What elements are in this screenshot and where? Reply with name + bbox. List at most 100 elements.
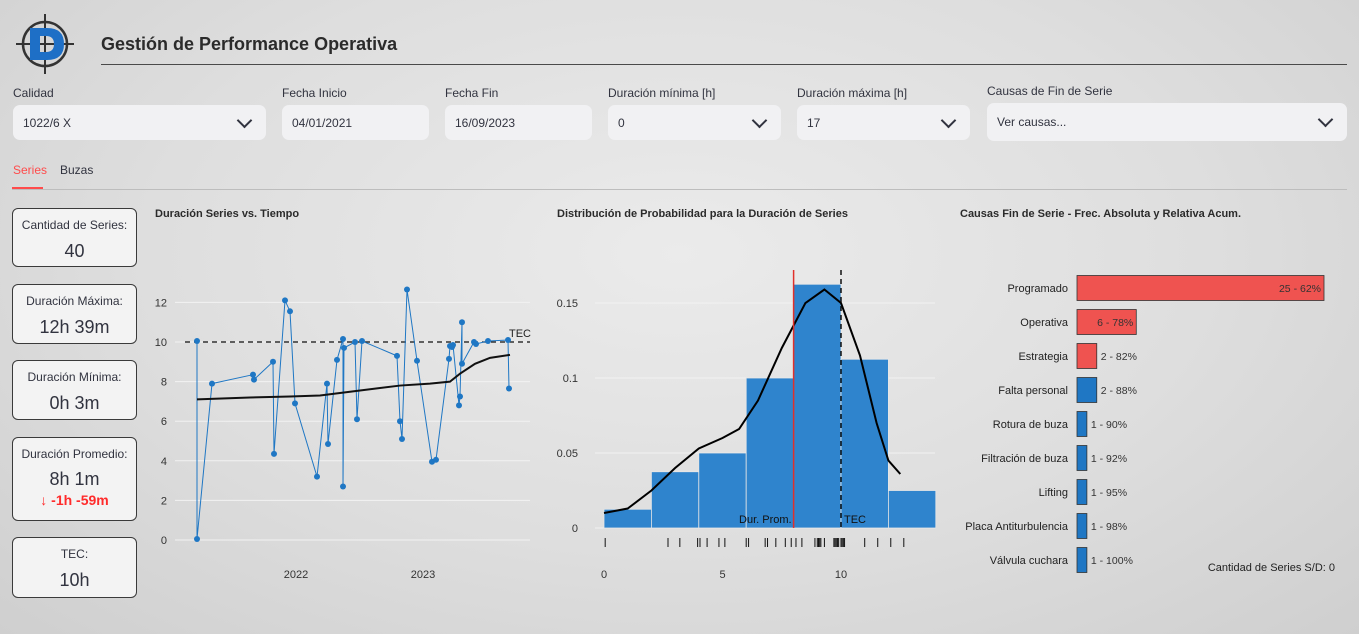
metric-value: 10h <box>59 570 90 590</box>
data-point <box>250 371 256 378</box>
y-tick-label: 0.05 <box>557 448 578 460</box>
metric-value: 0h 3m <box>49 393 100 413</box>
data-point <box>457 393 463 400</box>
logo <box>14 14 76 74</box>
data-point <box>433 456 439 463</box>
chart1-title: Duración Series vs. Tiempo <box>155 208 300 220</box>
data-point <box>314 473 320 480</box>
bar-label: 6 - 78% <box>1097 317 1133 329</box>
cause-bar <box>1076 547 1088 573</box>
data-point <box>459 360 465 367</box>
data-point <box>292 400 298 407</box>
calidad-select[interactable]: 1022/6 X <box>13 105 266 140</box>
page-title: Gestión de Performance Operativa <box>101 34 398 54</box>
metric-label: Duración Promedio: <box>21 447 128 461</box>
cause-bar <box>1076 411 1088 437</box>
category-label: Filtración de buza <box>981 453 1069 465</box>
histogram-bar <box>840 358 889 529</box>
data-point <box>359 338 365 345</box>
cause-bar <box>1076 377 1098 403</box>
y-tick-label: 8 <box>161 377 167 389</box>
data-point <box>505 337 511 344</box>
bar-label: 1 - 98% <box>1091 521 1127 533</box>
dur-min-select[interactable]: 0 <box>608 105 781 140</box>
data-point <box>194 338 200 345</box>
category-label: Estrategia <box>1018 351 1068 363</box>
mean-label: Dur. Prom. <box>739 514 792 526</box>
tab-buzas[interactable]: Buzas <box>60 163 94 177</box>
data-point <box>341 344 347 351</box>
fecha-inicio-value: 04/01/2021 <box>292 115 353 130</box>
tec-label: TEC <box>509 328 531 340</box>
chevron-down-icon <box>1317 111 1334 128</box>
data-point <box>456 402 462 409</box>
causas-placeholder: Ver causas... <box>997 115 1067 129</box>
metric-label: Duración Máxima: <box>26 294 123 308</box>
y-tick-label: 12 <box>155 297 167 309</box>
y-tick-label: 4 <box>161 456 167 468</box>
y-tick-label: 0.1 <box>563 373 578 385</box>
data-point <box>270 358 276 365</box>
data-point <box>485 338 491 345</box>
title-divider <box>101 64 1347 65</box>
fecha-fin-input[interactable]: 16/09/2023 <box>445 105 592 140</box>
fecha-inicio-input[interactable]: 04/01/2021 <box>282 105 429 140</box>
metric-value: 8h 1m <box>49 469 100 489</box>
tab-series[interactable]: Series <box>13 163 48 177</box>
histogram-bar <box>651 471 700 529</box>
category-label: Válvula cuchara <box>990 555 1069 567</box>
x-tick-label: 0 <box>601 569 607 581</box>
category-label: Lifting <box>1039 487 1068 499</box>
bar-label: 1 - 92% <box>1091 453 1127 465</box>
y-tick-label: 2 <box>161 495 167 507</box>
data-point <box>352 339 358 345</box>
metric-value: 40 <box>64 241 85 261</box>
x-tick-label: 2022 <box>284 569 308 581</box>
metric-label: Cantidad de Series: <box>21 218 128 232</box>
bar-label: 25 - 62% <box>1279 283 1321 295</box>
metric-value: 12h 39m <box>39 317 110 337</box>
data-point <box>194 536 200 543</box>
data-point <box>271 450 277 457</box>
chart2-title: Distribución de Probabilidad para la Dur… <box>557 208 848 220</box>
chevron-down-icon <box>940 112 957 128</box>
fecha-inicio-label: Fecha Inicio <box>282 86 347 100</box>
tab-active-indicator <box>12 187 43 189</box>
cause-bar <box>1076 343 1098 369</box>
metric-label: Duración Mínima: <box>27 370 122 384</box>
data-point <box>506 385 512 392</box>
metric-duracion-maxima: Duración Máxima: 12h 39m <box>12 284 137 344</box>
data-point <box>354 416 360 423</box>
dur-max-value: 17 <box>807 115 821 130</box>
kde-curve <box>603 288 902 514</box>
causas-multiselect[interactable]: Ver causas... <box>987 103 1347 141</box>
category-label: Programado <box>1007 283 1068 295</box>
bar-label: 2 - 82% <box>1101 351 1137 363</box>
dur-max-select[interactable]: 17 <box>797 105 970 140</box>
metric-label: TEC: <box>60 547 89 561</box>
y-tick-label: 6 <box>161 416 167 428</box>
bar-label: 1 - 90% <box>1091 419 1127 431</box>
data-point <box>397 418 403 425</box>
data-point <box>450 341 456 348</box>
y-tick-label: 10 <box>155 337 167 349</box>
x-tick-label: 5 <box>719 569 725 581</box>
dur-max-label: Duración máxima [h] <box>797 86 908 100</box>
data-point <box>399 436 405 443</box>
data-point <box>209 380 215 387</box>
data-point <box>325 440 331 447</box>
category-label: Placa Antiturbulencia <box>965 521 1069 533</box>
distribucion-probabilidad-chart: 0 0.05 0.1 0.15 Dur. Prom. TEC 0 5 10 <box>557 270 937 581</box>
histogram-bar <box>698 452 747 529</box>
histogram-bar <box>887 490 937 529</box>
metric-delta-value: -1h -59m <box>51 492 109 508</box>
cause-bar <box>1076 275 1325 301</box>
causas-fin-serie-chart: Programado 25 - 62% Operativa 6 - 78% Estrat… <box>965 275 1335 574</box>
duracion-vs-tiempo-chart: 0 2 4 6 8 10 12 2022 2023 TEC <box>155 286 531 581</box>
target-d-logo-icon <box>16 14 74 74</box>
series-line <box>196 289 510 540</box>
data-point <box>446 355 452 362</box>
category-label: Falta personal <box>998 385 1068 397</box>
fecha-fin-label: Fecha Fin <box>445 86 499 100</box>
data-point <box>394 352 400 359</box>
